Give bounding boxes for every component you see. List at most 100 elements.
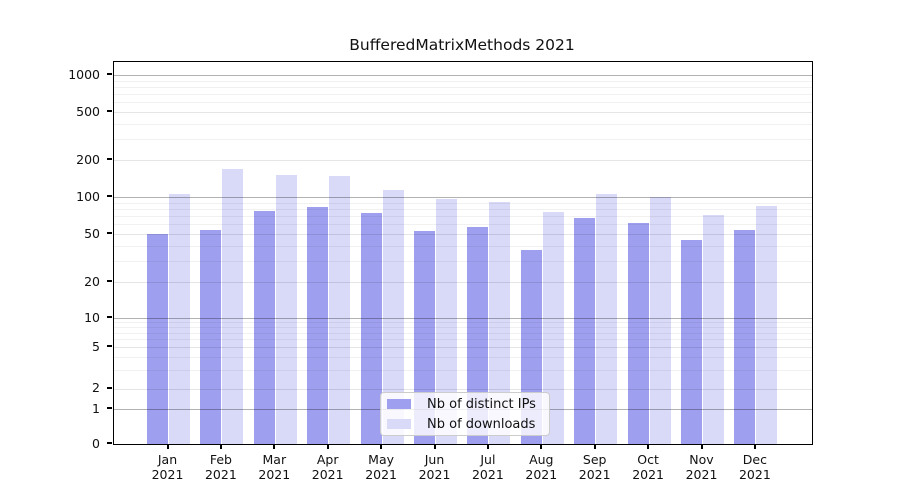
month-year: 2021 [578,467,611,482]
bar-downloads-mar [275,175,297,444]
gridline-y20 [114,282,812,283]
y-axis-tick-0 [107,442,112,444]
month-name: Oct [637,452,659,467]
x-axis-tick-aug [540,444,543,449]
bar-distinct-ips-apr [307,206,329,444]
month-name: Mar [262,452,287,467]
gridline-y60 [114,224,812,226]
x-axis-tick-feb [219,444,222,449]
y-axis-label-10: 10 [84,309,100,325]
month-name: Jul [480,452,496,467]
bar-distinct-ips-dec [734,229,756,444]
month-year: 2021 [738,467,771,482]
legend-label: Nb of downloads [427,416,536,432]
legend-label: Nb of distinct IPs [427,396,536,412]
month-name: Apr [316,452,339,467]
gridline-y200 [114,160,812,161]
x-axis-label-feb: Feb 2021 [191,452,251,482]
month-year: 2021 [525,467,558,482]
y-axis-tick-50 [107,232,112,234]
month-name: Jan [157,452,178,467]
bar-downloads-jan [169,193,190,444]
gridline-y3 [114,370,812,372]
gridline-y7 [114,332,812,334]
gridline-y100 [114,197,812,198]
y-axis-tick-1 [107,407,112,409]
bar-distinct-ips-may [360,213,382,444]
gridline-y90 [114,202,812,204]
x-axis-label-may: May 2021 [351,452,411,482]
x-axis-label-sep: Sep 2021 [565,452,625,482]
y-axis-label-500: 500 [76,103,100,119]
gridline-y1000 [114,75,812,76]
month-name: Aug [529,452,554,467]
gridline-y70 [114,216,812,218]
x-axis-tick-jan [166,444,169,449]
legend-item: Nb of downloads [387,414,549,434]
month-name: Dec [742,452,767,467]
bar-distinct-ips-jan [147,234,168,444]
y-axis-label-2: 2 [92,380,100,395]
month-year: 2021 [151,467,184,482]
gridline-y10 [114,318,812,319]
gridline-y4 [114,357,812,359]
gridline-y500 [114,112,812,113]
gridline-y9 [114,322,812,324]
month-name: Nov [689,452,714,467]
x-axis-label-nov: Nov 2021 [672,452,732,482]
gridline-y40 [114,245,812,247]
month-year: 2021 [418,467,451,482]
gridline-y300 [114,138,812,140]
x-axis-tick-jun [433,444,436,449]
bar-downloads-oct [649,197,671,444]
x-axis-tick-nov [700,444,703,449]
x-axis-tick-oct [647,444,650,449]
x-axis-tick-mar [273,444,276,449]
bar-distinct-ips-feb [200,229,222,444]
y-axis-tick-10 [107,316,112,318]
gridline-y2 [114,388,812,390]
month-year: 2021 [471,467,504,482]
gridline-y30 [114,260,812,262]
gridline-y900 [114,80,812,82]
gridline-y80 [114,208,812,210]
y-axis-tick-200 [107,158,112,160]
gridline-y50 [114,234,812,235]
month-year: 2021 [685,467,718,482]
y-axis-label-20: 20 [84,273,100,289]
y-axis-label-1000: 1000 [68,66,100,82]
bar-downloads-apr [329,175,351,444]
x-axis-tick-sep [593,444,596,449]
gridline-y400 [114,123,812,125]
legend-item: Nb of distinct IPs [387,394,549,414]
plot-area: Nb of distinct IPs Nb of downloads [113,61,813,445]
x-axis-tick-dec [753,444,756,449]
y-axis-label-1: 1 [92,400,100,416]
y-axis-tick-2 [107,386,112,389]
month-name: Sep [582,452,607,467]
x-axis-label-jun: Jun 2021 [405,452,465,482]
legend: Nb of distinct IPs Nb of downloads [380,392,550,436]
bar-distinct-ips-nov [681,239,702,444]
bar-distinct-ips-jun [414,230,435,444]
x-axis-label-jul: Jul 2021 [458,452,518,482]
x-axis-tick-jul [486,444,489,449]
bar-distinct-ips-jul [467,227,489,444]
bar-distinct-ips-mar [253,210,275,444]
bar-downloads-nov [703,214,724,444]
month-year: 2021 [204,467,237,482]
x-axis-label-jan: Jan 2021 [138,452,198,482]
y-axis-label-200: 200 [76,151,100,167]
x-axis-label-mar: Mar 2021 [244,452,304,482]
x-axis-label-dec: Dec 2021 [725,452,785,482]
bar-downloads-feb [222,169,244,444]
gridline-y5 [114,347,812,348]
month-year: 2021 [258,467,291,482]
bar-downloads-aug [542,212,564,444]
month-name: May [368,452,395,467]
x-axis-tick-may [380,444,383,449]
gridline-y6 [114,339,812,341]
y-axis-tick-100 [107,195,112,197]
bar-distinct-ips-sep [574,218,596,444]
